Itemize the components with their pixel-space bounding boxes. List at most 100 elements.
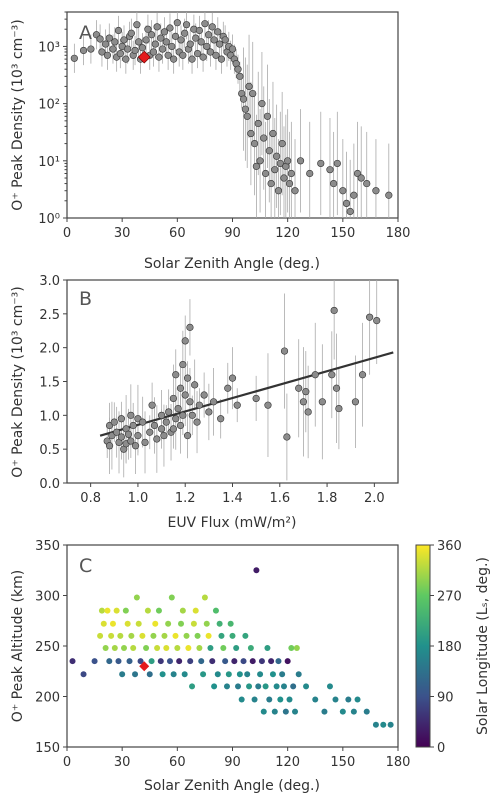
panel-b-point: [186, 323, 194, 331]
panel-b-point: [330, 306, 338, 315]
panel-c-point: [137, 658, 144, 665]
panel-c-point: [181, 671, 188, 678]
panel-a-point: [203, 42, 211, 51]
panel-c-point: [166, 658, 173, 665]
panel-c-point: [200, 671, 207, 678]
panel-c-point: [332, 696, 339, 703]
panel-c-point: [201, 594, 208, 601]
panel-a-point: [296, 157, 305, 165]
colorbar-tick-label: 180: [437, 640, 462, 655]
panel-a-point: [162, 38, 170, 46]
panel-c-point: [288, 645, 295, 652]
panel-a-point: [206, 48, 215, 56]
panel-c-point: [290, 683, 297, 690]
panel-a-point: [269, 129, 277, 138]
panel-b-xtick-label: 1.8: [317, 491, 338, 506]
panel-c-point: [121, 645, 128, 652]
panel-a-point: [153, 23, 161, 31]
panel-c-point: [178, 620, 185, 627]
panel-b-point: [373, 317, 381, 325]
panel-c-point: [286, 696, 293, 703]
panel-a-ylabel: O⁺ Peak Density (10³ cm⁻³): [10, 19, 26, 210]
panel-a-xtick-label: 120: [275, 226, 300, 241]
panel-c-point: [282, 708, 289, 715]
panel-c-point: [146, 671, 153, 678]
panel-a-point: [204, 31, 213, 39]
panel-c-point: [372, 721, 379, 728]
panel-c-point: [246, 683, 253, 690]
panel-c-point: [128, 632, 135, 639]
panel-c-xtick-label: 180: [386, 755, 411, 770]
panel-a-point: [98, 48, 106, 56]
panel-b-point: [146, 428, 154, 436]
panel-c-point: [244, 671, 251, 678]
panel-c-xtick-label: 150: [330, 755, 355, 770]
panel-c-point: [196, 645, 203, 652]
panel-c-point: [119, 671, 126, 678]
panel-a-point: [120, 36, 128, 44]
panel-b-point: [110, 418, 118, 426]
panel-a-xtick-label: 90: [224, 226, 241, 241]
panel-b-point: [264, 401, 272, 409]
panel-b-point: [252, 394, 260, 403]
panel-c-point: [170, 671, 177, 678]
panel-c-point: [209, 658, 216, 665]
panel-c-point: [273, 683, 280, 690]
panel-a-point: [96, 35, 104, 43]
panel-c-xlabel: Solar Zenith Angle (deg.): [144, 778, 320, 794]
panel-c-point: [124, 620, 131, 627]
panel-a-point: [199, 53, 207, 61]
panel-a-letter: A: [79, 22, 92, 44]
panel-c-point: [80, 671, 87, 678]
panel-c-point: [214, 671, 221, 678]
panel-c-point: [111, 645, 118, 652]
panel-c-xtick-label: 0: [63, 755, 71, 770]
panel-a-point: [250, 139, 259, 148]
panel-c-point: [185, 645, 192, 652]
panel-c-point: [150, 632, 157, 639]
panel-a-point: [265, 147, 273, 155]
panel-c-point: [295, 671, 302, 678]
panel-a-point: [131, 46, 139, 55]
panel-c-point: [275, 658, 282, 665]
panel-a-point: [102, 40, 110, 48]
panel-a-point: [258, 100, 266, 108]
panel-c-point: [154, 645, 161, 652]
panel-b-point: [186, 398, 194, 406]
panel-c-point: [91, 658, 98, 665]
panel-a-ytick-label: 10³: [38, 40, 60, 55]
panel-b-point: [299, 398, 308, 406]
panel-a-point: [87, 45, 95, 53]
panel-a-point: [252, 162, 261, 170]
panel-c-point: [262, 683, 269, 690]
panel-b-xtick-label: 1.4: [222, 491, 243, 506]
panel-a-point: [171, 32, 180, 40]
colorbar-tick-label: 360: [437, 539, 462, 554]
panel-a-point: [372, 187, 380, 195]
panel-c-point: [227, 620, 234, 627]
panel-c-point: [303, 683, 310, 690]
panel-b-xtick-label: 0.8: [80, 491, 101, 506]
panel-b-ytick-label: 2.0: [39, 342, 60, 357]
panel-a-point: [247, 129, 255, 138]
panel-c-point: [293, 645, 300, 652]
panel-c-letter: C: [79, 555, 92, 577]
panel-c-point: [130, 645, 137, 652]
panel-c-point: [135, 620, 142, 627]
panel-b-point: [174, 404, 182, 413]
panel-c-point: [269, 671, 276, 678]
panel-c-point: [258, 658, 265, 665]
panel-b-point: [193, 418, 201, 426]
panel-a-point: [181, 29, 189, 37]
panel-c-point: [109, 620, 116, 627]
panel-a-point: [254, 119, 262, 128]
panel-c-point: [260, 708, 267, 715]
panel-c-point: [279, 671, 286, 678]
panel-a-point: [350, 191, 358, 199]
panel-c-point: [363, 708, 370, 715]
panel-a-point: [116, 49, 124, 58]
panel-a-xtick-label: 0: [63, 226, 71, 241]
panel-a-point: [133, 21, 141, 29]
panel-b-density-vs-euv: 0.8 1.0 1.2 1.4 1.6 1.8 2.0 0.0 0.5 1.0 1.5 2.0 2.5 3…: [10, 274, 399, 531]
panel-b-point: [169, 425, 177, 433]
